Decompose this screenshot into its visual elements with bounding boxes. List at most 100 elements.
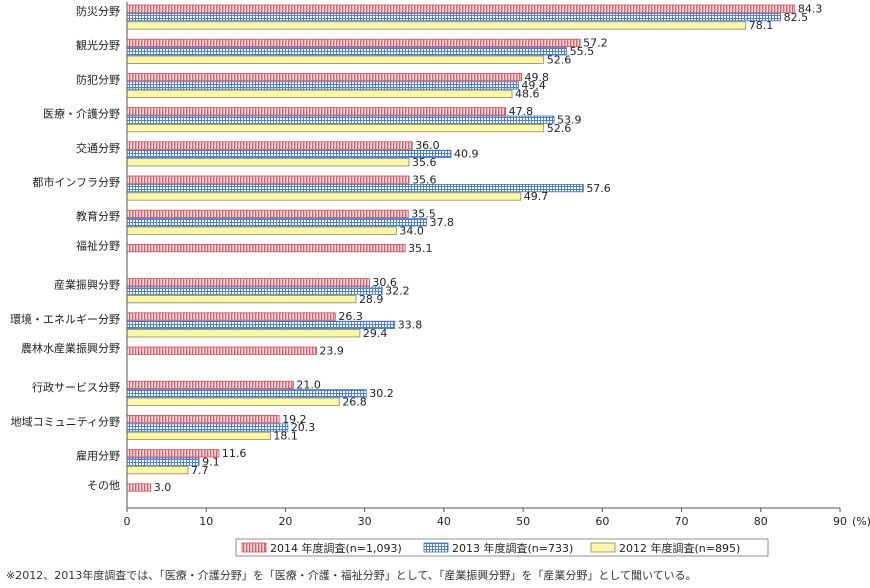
bar-2013: [126, 389, 367, 398]
value-label: 37.8: [429, 216, 454, 229]
value-label: 52.6: [547, 53, 572, 66]
value-label: 9.1: [202, 455, 220, 468]
value-label: 26.3: [338, 310, 363, 323]
x-tick-label: 60: [595, 515, 609, 528]
category-label: 医療・介護分野: [43, 107, 120, 121]
category-label: 地域コミュニティ分野: [11, 415, 120, 428]
category-label: 環境・エネルギー分野: [10, 312, 120, 326]
bar-2013: [126, 115, 555, 124]
bar-2013: [126, 183, 584, 193]
bar-2012: [126, 192, 522, 201]
category-label: 雇用分野: [76, 449, 120, 463]
bar-2014: [126, 312, 336, 321]
bar-2014: [126, 414, 280, 424]
bar-2014: [126, 278, 370, 287]
bar-2013: [126, 457, 200, 466]
value-label: 40.9: [454, 148, 479, 161]
value-label: 49.8: [525, 71, 550, 84]
value-label: 53.9: [557, 113, 582, 126]
value-label: 28.9: [359, 293, 384, 306]
category-label: 農林水産業振興分野: [21, 341, 120, 355]
legend-label: 2013 年度調査(n=733): [452, 541, 573, 555]
bar-2013: [126, 47, 568, 56]
bar-2012: [126, 21, 747, 30]
bar-2012: [126, 329, 361, 338]
bar-2012: [126, 158, 410, 167]
value-label: 19.2: [282, 413, 307, 426]
value-label: 33.8: [398, 319, 423, 332]
value-labels-layer: 84.382.578.157.255.552.649.849.448.647.8…: [154, 2, 823, 494]
value-label: 82.5: [784, 11, 809, 24]
legend-box: [235, 538, 769, 557]
bar-2014: [126, 4, 796, 13]
category-label: 観光分野: [76, 38, 120, 52]
value-label: 52.6: [547, 122, 572, 135]
bar-2012: [126, 465, 189, 475]
x-tick-label: 30: [358, 515, 372, 528]
category-label: 教育分野: [76, 209, 120, 223]
category-label: 産業振興分野: [54, 278, 120, 292]
value-label: 35.6: [412, 173, 437, 186]
bar-2013: [126, 149, 452, 158]
bar-2014: [126, 346, 317, 355]
value-label: 35.6: [412, 156, 437, 169]
category-label: 防犯分野: [76, 72, 120, 86]
category-labels-layer: 防災分野観光分野防犯分野医療・介護分野交通分野都市インフラ分野教育分野福祉分野産…: [10, 4, 120, 492]
x-tick-label: 80: [754, 515, 768, 528]
value-label: 21.0: [296, 379, 321, 392]
value-label: 18.1: [273, 430, 298, 443]
value-label: 35.5: [411, 208, 436, 221]
value-label: 49.4: [521, 79, 546, 92]
bar-2014: [126, 380, 294, 390]
x-tick-label: 0: [124, 515, 131, 528]
value-label: 78.1: [749, 19, 774, 32]
value-label: 57.2: [583, 37, 608, 50]
category-label: 防災分野: [76, 4, 120, 18]
bar-2014: [126, 141, 413, 150]
bar-2013: [126, 423, 289, 432]
legend-label: 2012 年度調査(n=895): [619, 541, 740, 555]
value-label: 49.7: [524, 190, 549, 203]
value-label: 57.6: [586, 182, 611, 195]
x-tick-label: 10: [199, 515, 213, 528]
category-label: 都市インフラ分野: [32, 175, 120, 189]
bar-2014: [126, 483, 152, 492]
value-label: 30.6: [372, 276, 397, 289]
category-label: 福祉分野: [76, 238, 120, 252]
legend-label: 2014 年度調査(n=1,093): [270, 541, 402, 555]
bar-2014: [126, 209, 409, 218]
bar-2012: [126, 397, 340, 406]
bar-2013: [126, 218, 427, 227]
x-tick-label: 70: [675, 515, 689, 528]
bar-2012: [126, 89, 513, 98]
value-label: 30.2: [369, 387, 394, 400]
x-tick-label: 20: [278, 515, 292, 528]
bar-2013: [126, 286, 383, 295]
bar-2014: [126, 243, 406, 253]
bar-2014: [126, 107, 507, 116]
bar-2012: [126, 55, 545, 64]
value-label: 32.2: [385, 284, 410, 297]
value-label: 29.4: [363, 327, 388, 340]
bar-2014: [126, 38, 581, 48]
x-unit-label: (%): [852, 515, 870, 528]
legend: 2014 年度調査(n=1,093) 2013 年度調査(n=733) 2012 年…: [235, 538, 769, 557]
legend-swatch: [423, 542, 449, 553]
bar-2014: [126, 175, 410, 184]
value-label: 20.3: [291, 421, 316, 434]
value-label: 11.6: [222, 447, 247, 460]
x-axis: 0 10 20 30 40 50 60 70 80 90 (%): [124, 2, 870, 528]
value-label: 47.8: [509, 105, 534, 118]
value-label: 55.5: [570, 45, 595, 58]
value-label: 36.0: [415, 139, 440, 152]
bar-2012: [126, 124, 545, 133]
bar-2012: [126, 226, 397, 235]
bar-2012: [126, 431, 271, 441]
value-label: 3.0: [154, 481, 172, 494]
value-label: 7.7: [191, 464, 209, 477]
category-label: その他: [87, 479, 120, 492]
value-label: 34.0: [399, 224, 424, 237]
category-label: 交通分野: [76, 141, 120, 155]
bar-2013: [126, 81, 519, 90]
